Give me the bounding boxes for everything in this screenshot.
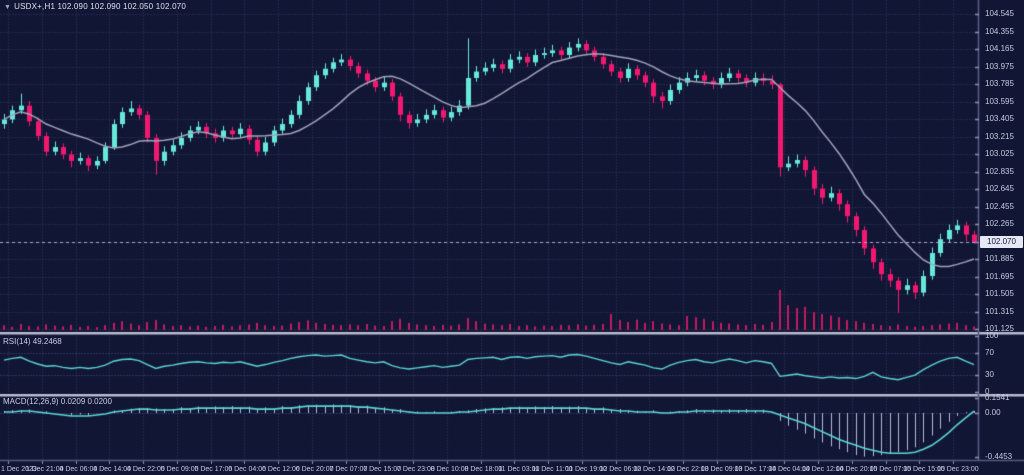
price-axis-label: 104.355 bbox=[985, 26, 1014, 36]
time-axis-label: 12 Dec 06:00 bbox=[599, 466, 642, 473]
time-axis-label: 5 Dec 17:00 bbox=[194, 466, 233, 473]
time-axis-label: 8 Dec 18:00 bbox=[464, 466, 503, 473]
time-axis-label: 1 Dec 21:00 bbox=[25, 466, 64, 473]
time-axis-label: 11 Dec 11:00 bbox=[532, 466, 573, 473]
time-axis-label: 7 Dec 15:00 bbox=[363, 466, 401, 473]
time-axis-label: 4 Dec 14:00 bbox=[93, 466, 131, 473]
time-axis-label: 5 Dec 09:00 bbox=[160, 466, 199, 473]
time-axis-label: 7 Dec 23:00 bbox=[397, 466, 435, 473]
time-axis-label: 1 Dec 2023 bbox=[1, 466, 37, 473]
price-axis-label: 103.595 bbox=[985, 96, 1014, 106]
time-axis-label: 4 Dec 06:00 bbox=[59, 466, 98, 473]
time-axis[interactable]: 1 Dec 2023 1 Dec 21:00 4 Dec 06:00 4 Dec 14… bbox=[0, 461, 1024, 475]
time-axis-label: 7 Dec 07:00 bbox=[329, 466, 368, 473]
rsi-indicator-label: RSI(14) 49.2468 bbox=[3, 337, 62, 346]
price-axis-label: 103.405 bbox=[985, 114, 1014, 123]
macd-indicator-label: MACD(12,26,9) 0.0209 0.0200 bbox=[3, 397, 112, 406]
price-axis-label: 103.975 bbox=[985, 61, 1014, 71]
time-axis-label: 14 Dec 12:00 bbox=[802, 466, 844, 473]
time-axis-label: 11 Dec 19:00 bbox=[565, 466, 607, 473]
time-axis-label: 12 Dec 22:00 bbox=[667, 466, 709, 473]
price-axis-label: 103.025 bbox=[985, 149, 1014, 158]
price-axis-label: 104.545 bbox=[985, 9, 1014, 18]
time-axis-label: 13 Dec 09:00 bbox=[700, 466, 743, 473]
price-axis-label: 103.785 bbox=[985, 79, 1014, 88]
time-axis-label: 8 Dec 10:00 bbox=[430, 466, 469, 473]
time-axis-label: 11 Dec 03:00 bbox=[498, 466, 540, 473]
macd-axis-label: 0.1541 bbox=[985, 392, 1010, 402]
time-axis-label: 13 Dec 17:00 bbox=[734, 466, 777, 473]
price-axis-label: 103.215 bbox=[985, 131, 1014, 141]
time-axis-label: 14 Dec 20:00 bbox=[835, 466, 878, 473]
rsi-axis-label: 100 bbox=[985, 331, 999, 340]
price-axis-label: 104.165 bbox=[985, 44, 1014, 53]
time-axis-label: 12 Dec 14:00 bbox=[633, 466, 675, 473]
price-axis-label: 101.125 bbox=[985, 324, 1014, 333]
price-axis[interactable]: 104.545 104.355 104.165 103.975 103.785 103.5… bbox=[979, 0, 1024, 461]
time-axis-label: 15 Dec 23:00 bbox=[937, 466, 979, 473]
price-axis-label: 101.505 bbox=[985, 289, 1014, 298]
time-axis-label: 6 Dec 20:00 bbox=[295, 466, 334, 473]
price-axis-label: 102.645 bbox=[985, 184, 1014, 193]
price-axis-label: 101.315 bbox=[985, 306, 1014, 316]
time-axis-label: 6 Dec 04:00 bbox=[228, 466, 266, 473]
time-axis-label: 14 Dec 04:00 bbox=[768, 466, 810, 473]
macd-axis-label: 0.00 bbox=[985, 408, 1001, 417]
price-axis-label: 102.835 bbox=[985, 166, 1014, 176]
macd-axis-label: -0.4453 bbox=[985, 451, 1013, 461]
time-axis-label: 6 Dec 12:00 bbox=[262, 466, 300, 473]
chart-title: ▼ USDX+,H1 102.090 102.090 102.050 102.07… bbox=[4, 2, 186, 11]
rsi-axis-label: 0 bbox=[985, 387, 990, 396]
time-axis-label: 15 Dec 07:00 bbox=[869, 466, 912, 473]
ohlc-values: 102.090 102.090 102.050 102.070 bbox=[57, 2, 187, 11]
symbol-marker-icon: ▼ bbox=[4, 4, 12, 11]
price-axis-label: 102.265 bbox=[985, 219, 1014, 228]
rsi-axis-label: 70 bbox=[985, 347, 994, 357]
price-axis-label: 101.695 bbox=[985, 271, 1014, 281]
price-axis-label: 101.885 bbox=[985, 254, 1014, 263]
time-axis-label: 4 Dec 22:00 bbox=[127, 466, 165, 473]
symbol-period-label: USDX+,H1 bbox=[14, 2, 56, 11]
current-price-tag: 102.070 bbox=[980, 236, 1023, 248]
price-axis-label: 102.455 bbox=[985, 201, 1014, 211]
rsi-axis-label: 30 bbox=[985, 370, 994, 380]
time-axis-label: 15 Dec 15:00 bbox=[903, 466, 945, 473]
